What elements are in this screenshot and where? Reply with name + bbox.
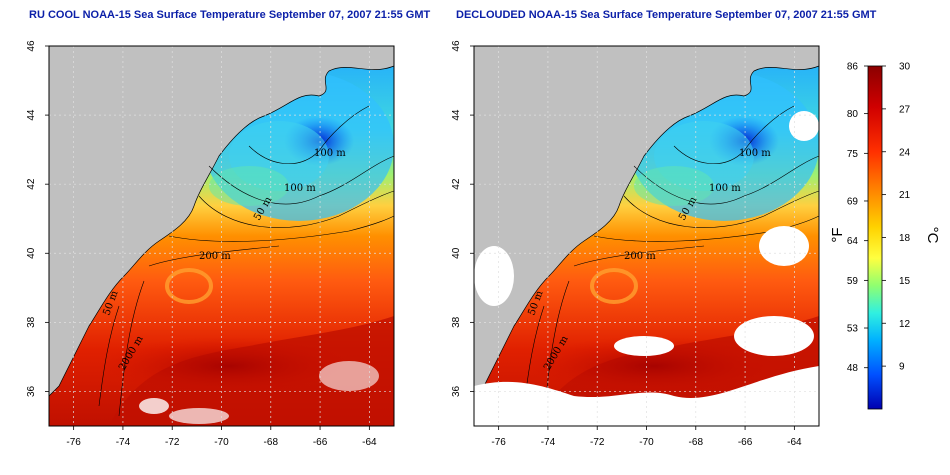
fahrenheit-tick-label: 75 <box>847 149 859 160</box>
fahrenheit-tick-label: 59 <box>847 276 859 287</box>
celsius-tick-label: 12 <box>899 319 911 330</box>
fahrenheit-tick-label: 53 <box>847 324 859 335</box>
fahrenheit-tick-label: 86 <box>847 62 859 73</box>
contour-label: 200 m <box>199 251 231 262</box>
celsius-tick-label: 27 <box>899 104 911 115</box>
celsius-tick-label: 30 <box>899 62 911 73</box>
lon-tick-label: -68 <box>264 437 279 448</box>
lon-tick-label: -74 <box>116 437 131 448</box>
celsius-tick-label: 15 <box>899 276 911 287</box>
left-map-panel: 100 m 100 m 50 m 200 m 50 m 2000 m <box>47 44 396 428</box>
celsius-tick-label: 18 <box>899 233 911 244</box>
contour-label: 100 m <box>739 148 771 159</box>
fahrenheit-unit-label: °F <box>829 227 846 242</box>
lon-tick-label: -74 <box>541 437 556 448</box>
lat-tick-label: 46 <box>451 40 462 52</box>
lat-tick-label: 40 <box>451 247 462 259</box>
fahrenheit-tick-label: 69 <box>847 196 859 207</box>
lat-tick-label: 44 <box>26 109 37 121</box>
lon-tick-label: -72 <box>165 437 180 448</box>
lon-tick-label: -66 <box>313 437 328 448</box>
colorbar: 30 27 24 21 18 15 12 9 86 80 75 69 64 59 53 48 °F °C <box>829 62 941 410</box>
left-axes: -76 -74 -72 -70 -68 -66 -64 46 44 42 40 38 36 <box>26 40 377 448</box>
lon-tick-label: -66 <box>738 437 753 448</box>
lon-tick-label: -72 <box>590 437 605 448</box>
fahrenheit-tick-label: 64 <box>847 236 859 247</box>
lat-tick-label: 42 <box>26 178 37 190</box>
fahrenheit-tick-label: 48 <box>847 363 859 374</box>
left-panel-title: RU COOL NOAA-15 Sea Surface Temperature … <box>29 9 431 21</box>
lat-tick-label: 38 <box>26 316 37 328</box>
colorbar-scale <box>867 65 883 410</box>
lon-tick-label: -70 <box>214 437 229 448</box>
contour-label: 100 m <box>284 183 316 194</box>
celsius-unit-label: °C <box>924 227 941 244</box>
lat-tick-label: 36 <box>26 385 37 397</box>
celsius-tick-label: 21 <box>899 190 911 201</box>
lat-tick-label: 36 <box>451 385 462 397</box>
contour-label: 100 m <box>314 148 346 159</box>
lon-tick-label: -70 <box>639 437 654 448</box>
contour-label: 200 m <box>624 251 656 262</box>
contour-label: 100 m <box>709 183 741 194</box>
lat-tick-label: 38 <box>451 316 462 328</box>
right-panel-title: DECLOUDED NOAA-15 Sea Surface Temperatur… <box>456 9 877 21</box>
celsius-tick-label: 9 <box>899 362 905 373</box>
right-axes: -76 -74 -72 -70 -68 -66 -64 46 44 42 40 38 36 <box>451 40 802 448</box>
fahrenheit-tick-label: 80 <box>847 109 859 120</box>
lon-tick-label: -68 <box>689 437 704 448</box>
lat-tick-label: 42 <box>451 178 462 190</box>
celsius-tick-label: 24 <box>899 147 911 158</box>
lat-tick-label: 40 <box>26 247 37 259</box>
right-map-panel: 100 m 100 m 50 m 200 m 50 m 2000 m <box>472 44 821 428</box>
lon-tick-label: -64 <box>787 437 802 448</box>
lat-tick-label: 46 <box>26 40 37 52</box>
lat-tick-label: 44 <box>451 109 462 121</box>
lon-tick-label: -76 <box>491 437 506 448</box>
lon-tick-label: -64 <box>362 437 377 448</box>
lon-tick-label: -76 <box>66 437 81 448</box>
